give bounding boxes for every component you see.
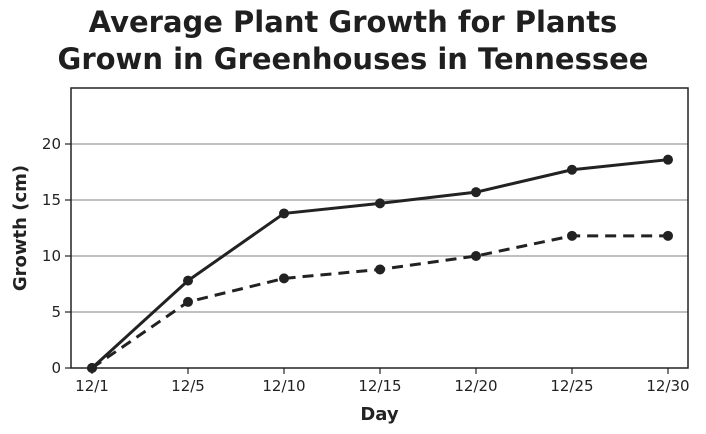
chart-title: Average Plant Growth for Plants Grown in… (0, 4, 706, 78)
x-tick-label: 12/1 (75, 377, 109, 395)
chart-title-line-1: Average Plant Growth for Plants (88, 5, 618, 39)
series-1-point (471, 187, 481, 198)
series-2-point (375, 264, 385, 275)
y-tick-label: 0 (51, 359, 61, 377)
x-tick-label: 12/10 (262, 377, 305, 395)
y-axis-label: Growth (cm) (10, 165, 31, 291)
x-tick-label: 12/15 (358, 377, 401, 395)
series-2-point (183, 296, 193, 307)
series-group (87, 154, 673, 373)
y-tick-label: 10 (42, 247, 61, 265)
series-2-point (279, 273, 289, 284)
y-tick-label: 5 (51, 303, 61, 321)
y-axis-ticks: 0 5 10 15 20 (42, 135, 71, 377)
chart-title-line-2: Grown in Greenhouses in Tennessee (57, 42, 649, 76)
series-2-point (663, 230, 673, 241)
x-axis-ticks: 12/1 12/5 12/10 12/15 12/20 12/25 12/30 (75, 368, 690, 395)
series-2-point (471, 251, 481, 261)
x-tick-label: 12/25 (550, 377, 593, 395)
x-tick-label: 12/30 (646, 377, 689, 395)
plot-area-frame (70, 87, 689, 369)
x-axis-label: Day (360, 404, 399, 425)
series-1-point (375, 198, 385, 209)
series-1-point (567, 164, 577, 175)
series-2-point (87, 363, 97, 373)
series-1-point (183, 275, 193, 286)
y-tick-label: 15 (42, 191, 61, 209)
x-tick-label: 12/20 (454, 377, 497, 395)
x-tick-label: 12/5 (171, 377, 205, 395)
series-1-line (90, 158, 669, 370)
y-tick-label: 20 (42, 135, 61, 153)
series-1-point (279, 208, 289, 219)
series-1-point (663, 154, 673, 165)
series-2-point (567, 230, 577, 241)
gridlines (71, 143, 688, 313)
